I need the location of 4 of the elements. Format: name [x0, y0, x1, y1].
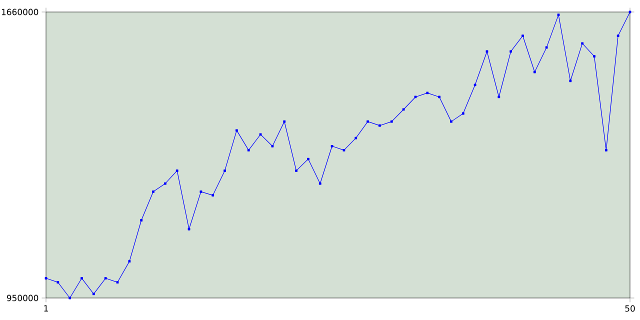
y-tick-label: 1660000	[2, 8, 38, 16]
y-tick-label: 950000	[6, 294, 38, 302]
x-tick-label: 1	[44, 305, 48, 312]
x-tick-label: 50	[625, 305, 635, 312]
